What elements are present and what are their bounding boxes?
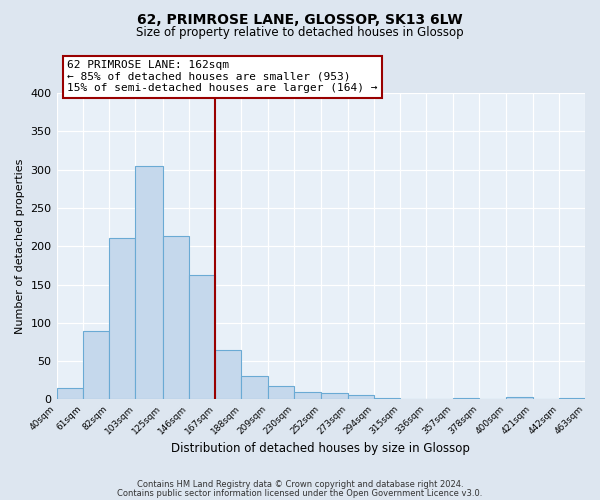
Bar (189, 276, 215, 400)
Y-axis label: Number of detached properties: Number of detached properties (15, 158, 25, 334)
Bar (374, 398, 400, 400)
Text: Size of property relative to detached houses in Glossop: Size of property relative to detached ho… (136, 26, 464, 39)
Text: Contains public sector information licensed under the Open Government Licence v3: Contains public sector information licen… (118, 488, 482, 498)
Bar (241, 376, 268, 400)
Text: 62, PRIMROSE LANE, GLOSSOP, SK13 6LW: 62, PRIMROSE LANE, GLOSSOP, SK13 6LW (137, 12, 463, 26)
Text: 62 PRIMROSE LANE: 162sqm
← 85% of detached houses are smaller (953)
15% of semi-: 62 PRIMROSE LANE: 162sqm ← 85% of detach… (67, 60, 377, 93)
Bar (506, 397, 533, 400)
Bar (294, 392, 322, 400)
Text: Contains HM Land Registry data © Crown copyright and database right 2024.: Contains HM Land Registry data © Crown c… (137, 480, 463, 489)
X-axis label: Distribution of detached houses by size in Glossop: Distribution of detached houses by size … (172, 442, 470, 455)
Bar (109, 238, 135, 400)
Bar (56, 388, 83, 400)
Bar (215, 350, 241, 400)
Bar (452, 398, 479, 400)
Bar (322, 394, 347, 400)
Bar (347, 395, 374, 400)
Bar (559, 398, 585, 400)
Bar (83, 332, 109, 400)
Bar (163, 236, 189, 400)
Bar (135, 166, 163, 400)
Bar (268, 386, 294, 400)
